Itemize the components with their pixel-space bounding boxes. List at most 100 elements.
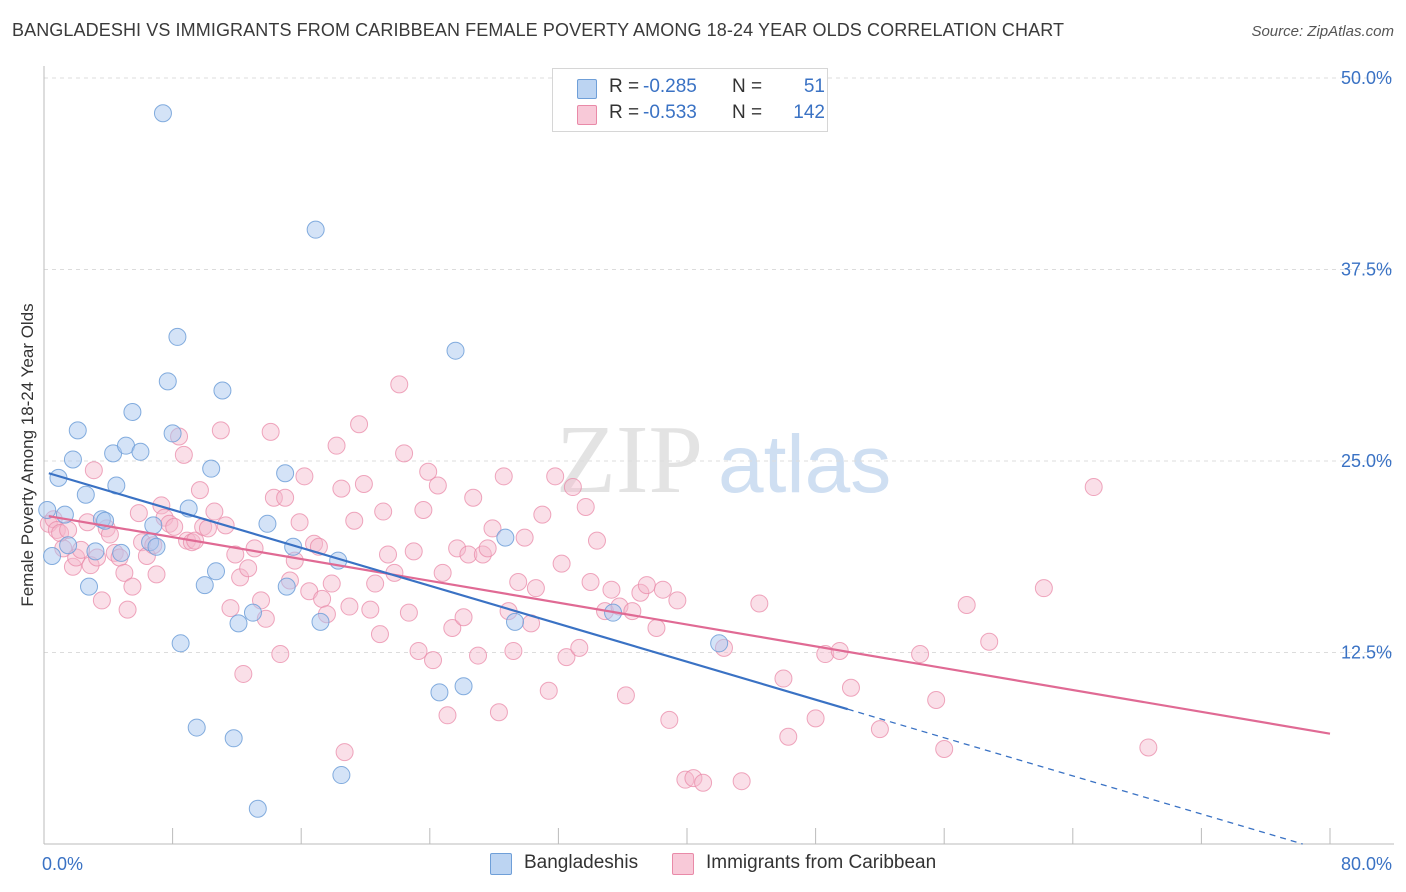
caribbean-point — [515, 528, 534, 547]
caribbean-point — [340, 597, 359, 616]
bangladeshi-point — [446, 341, 465, 360]
caribbean-point — [469, 646, 488, 665]
caribbean-point — [239, 559, 258, 578]
caribbean-legend-swatch — [672, 853, 694, 875]
bangladeshi-point — [171, 634, 190, 653]
caribbean-point — [115, 563, 134, 582]
bangladeshi-trend-line — [48, 472, 849, 711]
caribbean-points — [39, 375, 1158, 792]
caribbean-point — [332, 479, 351, 498]
caribbean-point — [779, 727, 798, 746]
caribbean-point — [454, 608, 473, 627]
bangladeshi-point — [430, 683, 449, 702]
caribbean-point — [694, 773, 713, 792]
caribbean-point — [92, 591, 111, 610]
bangladeshi-point — [258, 514, 277, 533]
caribbean-point — [226, 545, 245, 564]
caribbean-point — [473, 545, 492, 564]
caribbean-point — [399, 603, 418, 622]
caribbean-point — [563, 478, 582, 497]
bangladeshi-point — [306, 220, 325, 239]
bangladeshi-points — [38, 104, 729, 818]
bangladeshi-point — [144, 516, 163, 535]
caribbean-point — [494, 467, 513, 486]
bangladeshi-point — [163, 424, 182, 443]
caribbean-point — [271, 645, 290, 664]
source-label: Source: ZipAtlas.com — [1251, 23, 1394, 40]
caribbean-legend-label: Immigrants from Caribbean — [706, 852, 937, 873]
caribbean-point — [129, 504, 148, 523]
caribbean-point — [84, 461, 103, 480]
caribbean-point — [489, 703, 508, 722]
bangladeshi-point — [277, 577, 296, 596]
caribbean-point — [147, 565, 166, 584]
bangladeshi-point — [213, 381, 232, 400]
bangladeshi-point — [332, 766, 351, 785]
bangladeshi-point — [202, 459, 221, 478]
bangladeshi-point — [496, 528, 515, 547]
caribbean-point — [459, 545, 478, 564]
n-label: N = — [732, 76, 763, 97]
bangladeshi-point — [710, 634, 729, 653]
axes — [43, 66, 1394, 845]
caribbean-point — [647, 618, 666, 637]
caribbean-point — [295, 467, 314, 486]
caribbean-point — [374, 502, 393, 521]
caribbean-point — [750, 594, 769, 613]
y-tick-label: 12.5% — [1341, 643, 1392, 663]
caribbean-point — [980, 632, 999, 651]
caribbean-point — [616, 686, 635, 705]
n-value-caribbean: 142 — [793, 102, 825, 123]
bangladeshi-point — [112, 543, 131, 562]
bangladeshi-legend-swatch — [490, 853, 512, 875]
bangladeshi-point — [147, 537, 166, 556]
caribbean-point — [245, 539, 264, 558]
bangladeshi-point — [86, 542, 105, 561]
caribbean-point — [1034, 579, 1053, 598]
r-label: R = — [609, 76, 640, 97]
caribbean-point — [841, 678, 860, 697]
caribbean-point — [557, 648, 576, 667]
bangladeshi-point — [131, 442, 150, 461]
bangladeshi-point — [68, 421, 87, 440]
n-label: N = — [732, 102, 763, 123]
caribbean-point — [581, 573, 600, 592]
caribbean-point — [404, 542, 423, 561]
caribbean-point — [637, 576, 656, 595]
correlation-legend: R = -0.285 N = 51 R = -0.533 N = 142 — [552, 68, 828, 132]
bangladeshi-point — [311, 612, 330, 631]
caribbean-point — [379, 545, 398, 564]
y-tick-label: 37.5% — [1341, 260, 1392, 280]
caribbean-point — [335, 743, 354, 762]
caribbean-point — [261, 422, 280, 441]
bangladeshi-point — [195, 576, 214, 595]
caribbean-point — [539, 681, 558, 700]
bangladeshi-point — [276, 464, 295, 483]
caribbean-point — [668, 591, 687, 610]
caribbean-point — [409, 641, 428, 660]
bangladeshi-point — [123, 402, 142, 421]
bangladeshi-legend-label: Bangladeshis — [524, 852, 639, 873]
caribbean-point — [211, 421, 230, 440]
caribbean-point — [118, 600, 137, 619]
caribbean-point — [509, 573, 528, 592]
n-value-bangladeshi: 51 — [803, 76, 825, 97]
caribbean-point — [290, 513, 309, 532]
bangladeshi-point — [168, 327, 187, 346]
caribbean-point — [927, 690, 946, 709]
caribbean-point — [684, 769, 703, 788]
bangladeshi-point — [187, 718, 206, 737]
caribbean-point — [345, 511, 364, 530]
caribbean-trend-line — [48, 515, 1331, 735]
caribbean-point — [414, 501, 433, 520]
bangladeshi-point — [76, 485, 95, 504]
caribbean-point — [438, 706, 457, 725]
caribbean-point — [587, 531, 606, 550]
caribbean-point — [870, 720, 889, 739]
bangladeshi-point — [505, 612, 524, 631]
caribbean-point — [570, 638, 589, 657]
caribbean-point — [395, 444, 414, 463]
caribbean-point — [478, 539, 497, 558]
x-tick-label: 80.0% — [1341, 854, 1392, 874]
